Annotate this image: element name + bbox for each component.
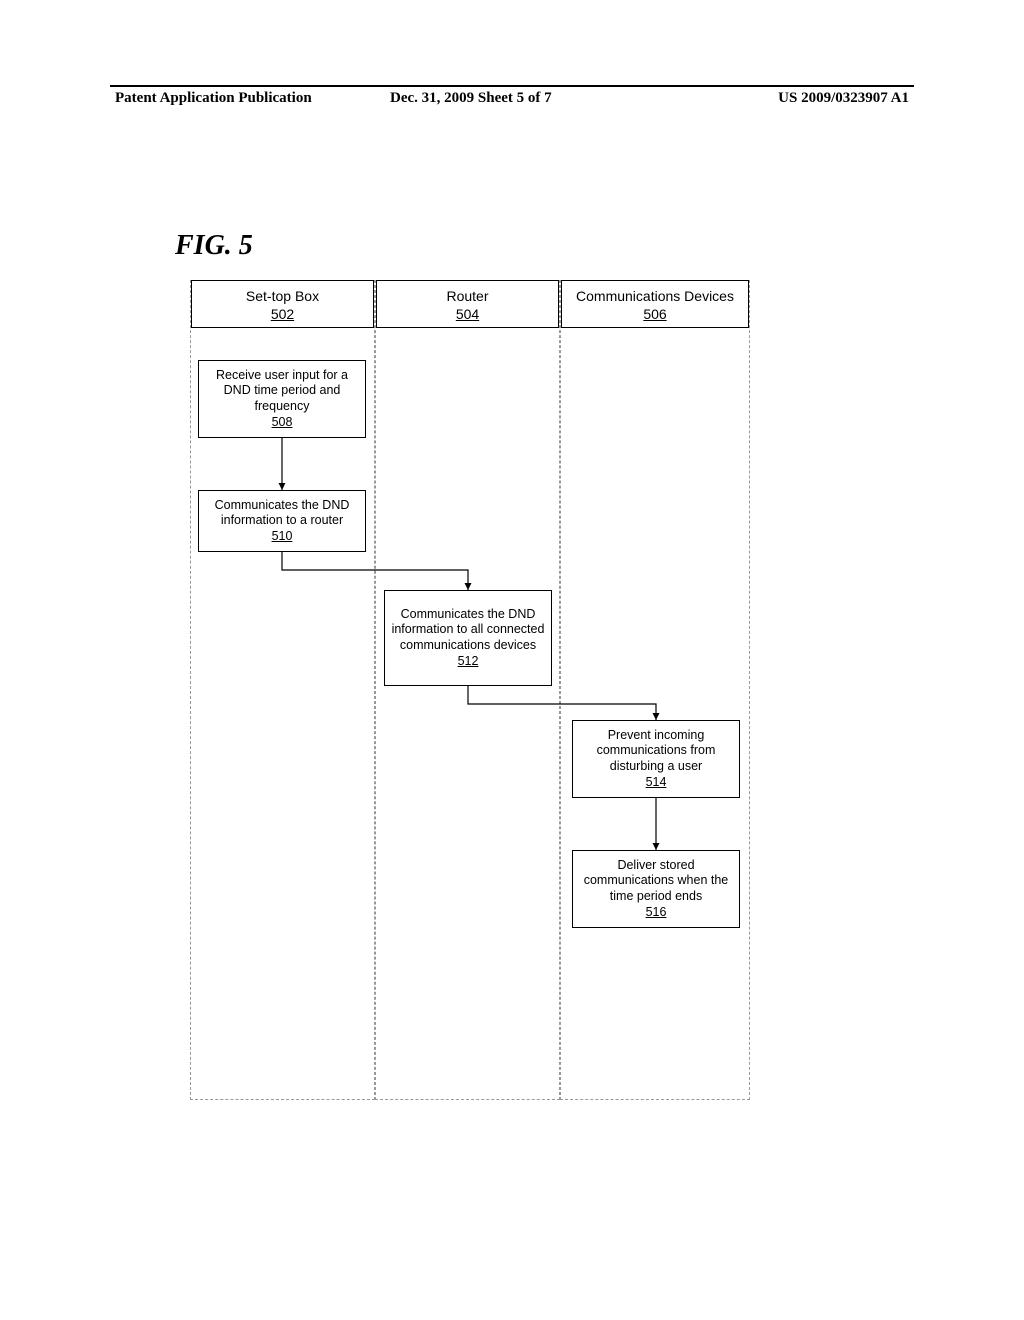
header-rule	[110, 85, 914, 87]
lane-lane2: Router504	[375, 280, 560, 1100]
node-text: Prevent incoming communications from dis…	[579, 728, 733, 775]
node-ref: 510	[272, 529, 293, 545]
lane-header: Communications Devices506	[561, 280, 749, 328]
lane-header: Set-top Box502	[191, 280, 374, 328]
node-text: Communicates the DND information to all …	[391, 607, 545, 654]
lane-lane3: Communications Devices506	[560, 280, 750, 1100]
node-ref: 516	[646, 905, 667, 921]
lane-ref: 502	[196, 305, 369, 323]
node-ref: 514	[646, 775, 667, 791]
node-text: Communicates the DND information to a ro…	[205, 498, 359, 529]
flow-node-508: Receive user input for a DND time period…	[198, 360, 366, 438]
lane-title: Router	[381, 287, 554, 305]
figure-title: FIG. 5	[175, 230, 253, 262]
flow-node-514: Prevent incoming communications from dis…	[572, 720, 740, 798]
flow-node-512: Communicates the DND information to all …	[384, 590, 552, 686]
lane-title: Communications Devices	[566, 287, 744, 305]
header-middle: Dec. 31, 2009 Sheet 5 of 7	[390, 90, 552, 107]
page: Patent Application Publication Dec. 31, …	[0, 0, 1024, 1320]
flow-node-510: Communicates the DND information to a ro…	[198, 490, 366, 552]
flowchart-diagram: Set-top Box502Router504Communications De…	[190, 280, 750, 1100]
node-ref: 512	[458, 654, 479, 670]
lane-title: Set-top Box	[196, 287, 369, 305]
lane-header: Router504	[376, 280, 559, 328]
header-left: Patent Application Publication	[115, 90, 312, 107]
header-right: US 2009/0323907 A1	[778, 90, 909, 107]
lane-ref: 506	[566, 305, 744, 323]
node-text: Deliver stored communications when the t…	[579, 858, 733, 905]
lane-ref: 504	[381, 305, 554, 323]
flow-node-516: Deliver stored communications when the t…	[572, 850, 740, 928]
node-ref: 508	[272, 415, 293, 431]
node-text: Receive user input for a DND time period…	[205, 368, 359, 415]
